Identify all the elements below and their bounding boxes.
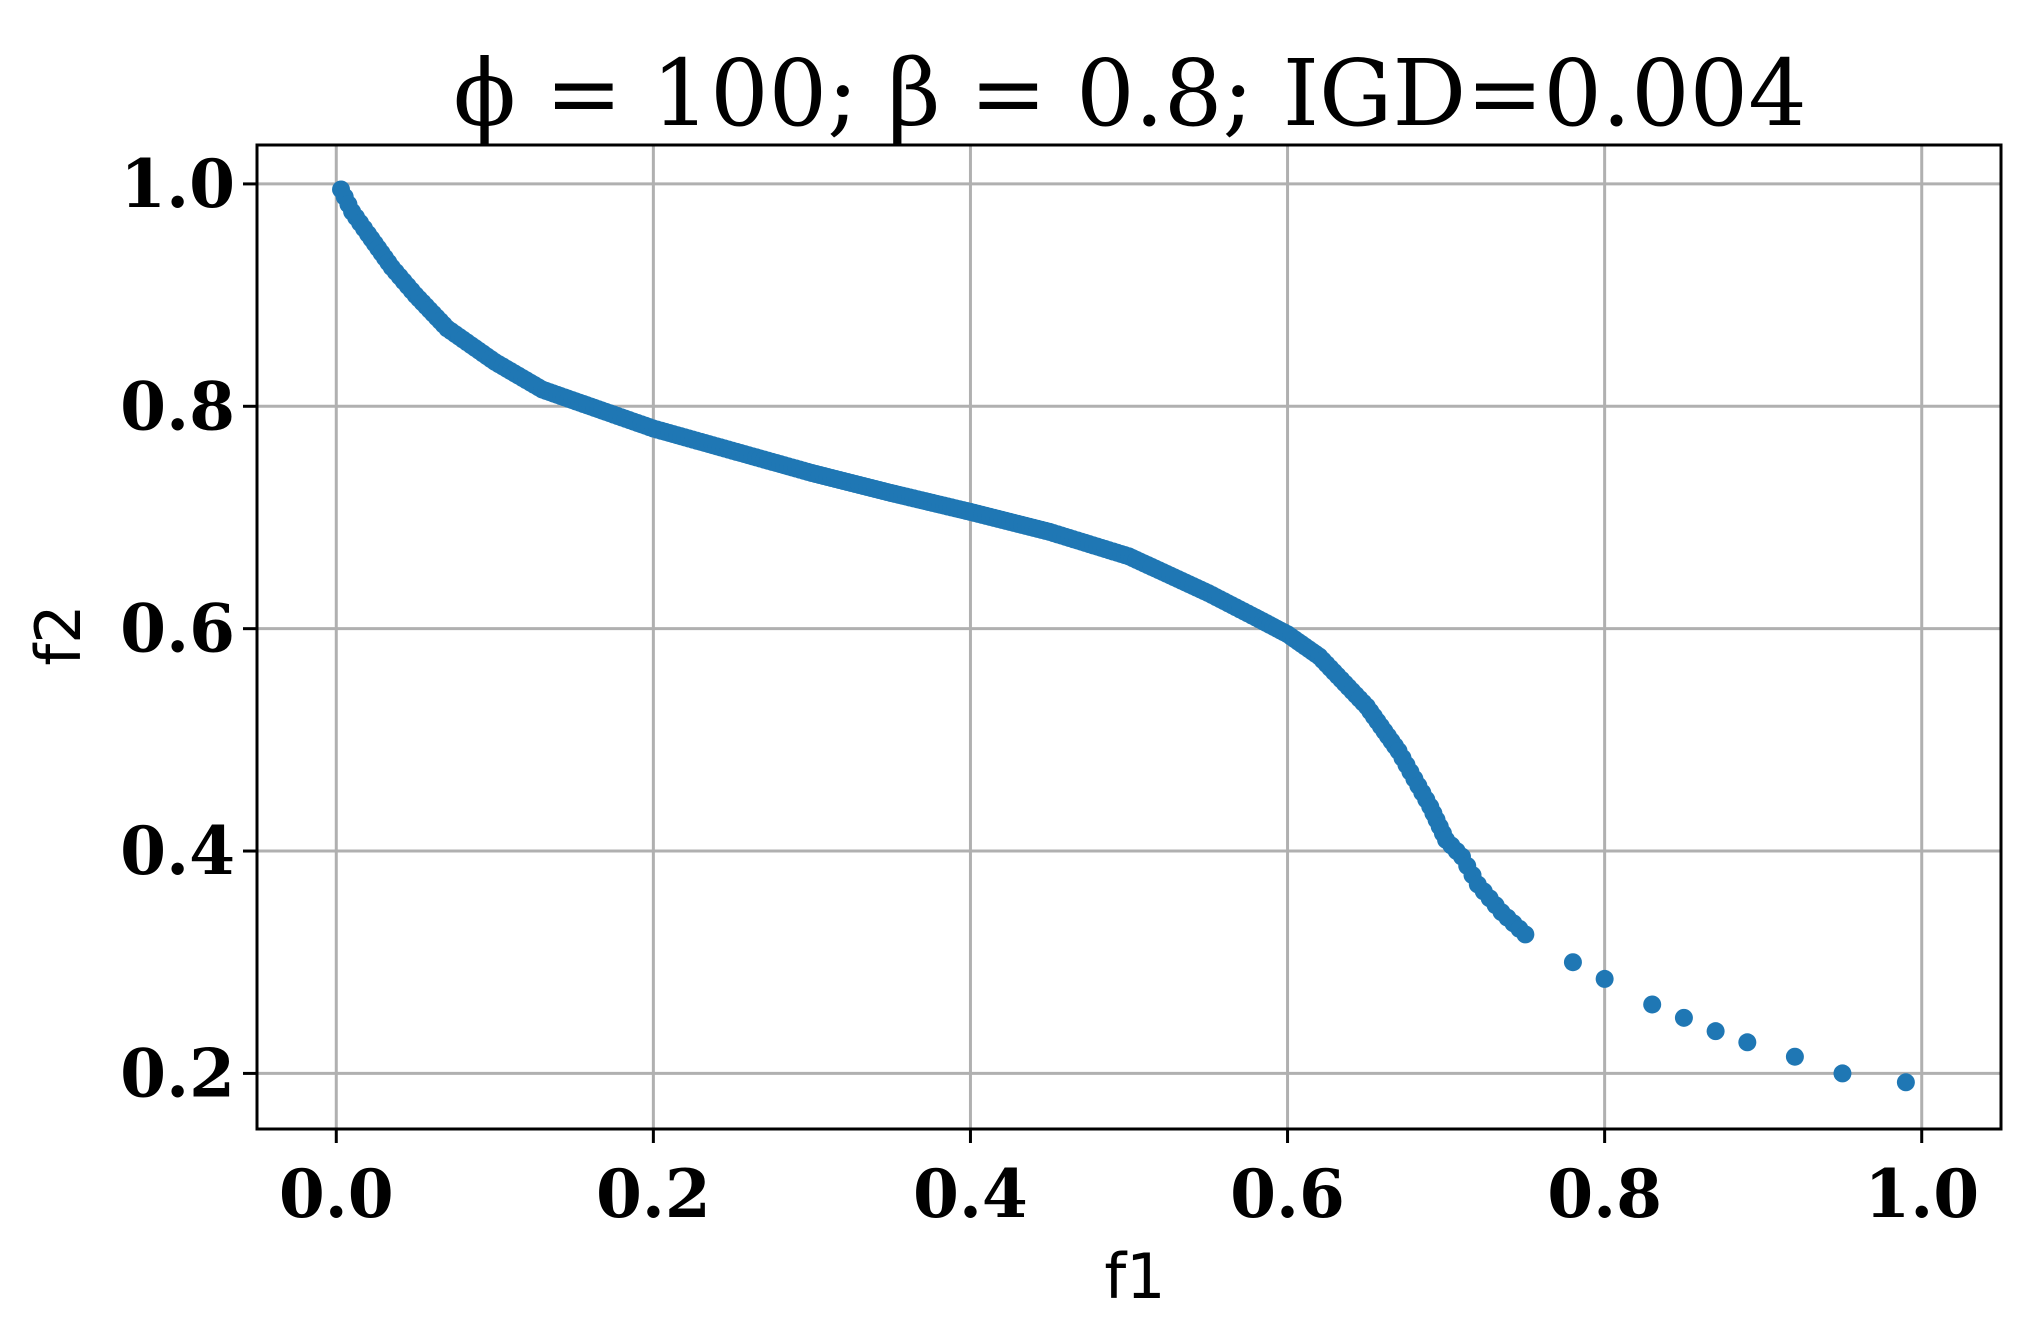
data-point [1563,953,1582,972]
grid-lines [257,145,2001,1129]
y-axis-label: f2 [22,604,95,665]
x-axis-ticks: 0.0 0.2 0.4 0.6 0.8 1.0 [279,1129,1979,1233]
data-point [1516,925,1535,944]
data-point [1706,1022,1725,1041]
x-tick-label: 0.2 [596,1155,711,1233]
x-tick-label: 0.8 [1547,1155,1662,1233]
chart-title: ϕ = 100; β = 0.8; IGD=0.004 [453,40,1807,147]
data-point [1785,1047,1804,1066]
y-axis-ticks: 0.2 0.4 0.6 0.8 1.0 [120,145,257,1112]
data-point [1643,995,1662,1014]
x-tick-label: 0.6 [1230,1155,1345,1233]
data-point [1674,1008,1693,1027]
x-tick-label: 1.0 [1864,1155,1979,1233]
data-point [1738,1033,1757,1052]
data-points [332,180,1915,1092]
y-tick-label: 1.0 [120,145,235,223]
data-point [1896,1073,1915,1092]
y-tick-label: 0.8 [120,367,235,445]
plot-frame [255,143,2003,1131]
data-point [1833,1064,1852,1083]
y-tick-label: 0.4 [120,812,235,890]
x-tick-label: 0.4 [913,1155,1028,1233]
y-tick-label: 0.2 [120,1034,235,1112]
data-point [1595,969,1614,988]
x-tick-label: 0.0 [279,1155,394,1233]
x-axis-label: f1 [1104,1240,1165,1313]
y-tick-label: 0.6 [120,590,235,668]
